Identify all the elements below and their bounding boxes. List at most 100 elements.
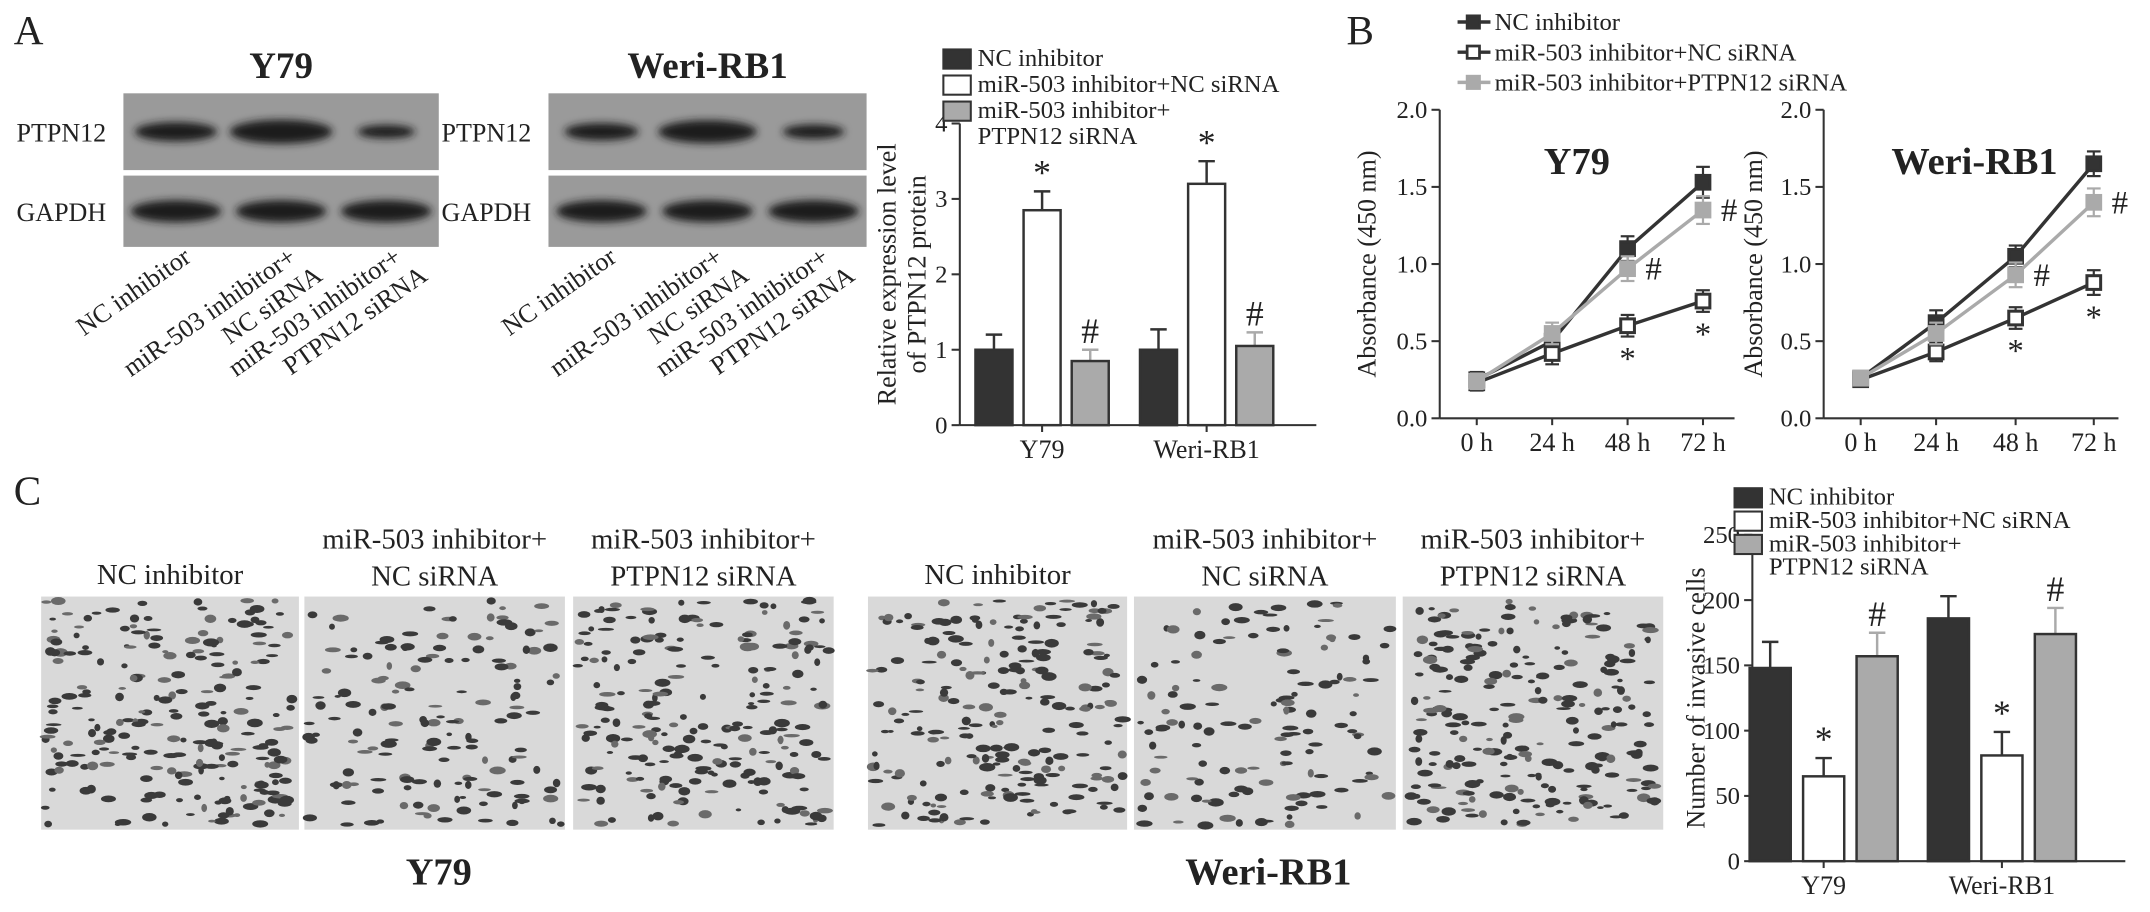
cell: [524, 628, 536, 637]
cell: [1482, 747, 1495, 755]
cell: [1332, 603, 1343, 608]
cell: [1415, 734, 1423, 743]
cell: [279, 777, 292, 784]
cell: [494, 718, 508, 724]
cell: [1502, 669, 1512, 678]
cell: [454, 781, 463, 786]
cell: [1452, 713, 1468, 721]
cell: [454, 795, 461, 803]
cell: [1415, 757, 1423, 766]
cell: [370, 778, 387, 782]
cell: [772, 643, 788, 649]
cell: [217, 717, 228, 726]
bar: [1855, 655, 1899, 863]
cell: [122, 718, 135, 723]
cell: [1504, 784, 1519, 793]
cell: [518, 799, 526, 805]
cell: [48, 787, 56, 792]
cell: [1572, 727, 1579, 734]
cell: [49, 649, 61, 657]
cell: [906, 794, 917, 801]
cell: [546, 679, 555, 686]
cell: [1540, 783, 1549, 789]
cell: [267, 748, 281, 757]
cell: [1584, 634, 1601, 639]
cell: [1413, 729, 1428, 736]
cell: [698, 810, 712, 819]
cell: [50, 747, 57, 753]
cell: [1137, 804, 1148, 812]
cell: [1249, 717, 1262, 724]
cell: [989, 619, 997, 625]
cell: [632, 649, 646, 656]
blot-title: Weri-RB1: [627, 46, 787, 87]
cell: [1633, 740, 1647, 748]
cell: [43, 727, 59, 734]
cell: [995, 756, 1010, 763]
cell: [198, 766, 204, 775]
cell: [1086, 642, 1103, 647]
cell: [486, 791, 503, 798]
cell: [1458, 801, 1469, 806]
cell: [54, 766, 64, 774]
cell: [659, 760, 669, 764]
cell: [1307, 768, 1314, 778]
panel-label: C: [14, 468, 41, 514]
cell: [770, 603, 777, 610]
cell: [214, 817, 229, 825]
cell: [114, 822, 121, 827]
point: [1619, 240, 1636, 257]
cell: [761, 610, 768, 615]
cell: [1201, 799, 1212, 803]
cell: [908, 710, 924, 713]
cell: [1516, 819, 1531, 826]
cell: [1564, 659, 1578, 667]
cell: [428, 704, 443, 708]
y-tick-label: 0.0: [1780, 406, 1811, 433]
cell: [1186, 777, 1199, 781]
cell: [1563, 768, 1575, 773]
cell: [1636, 623, 1651, 629]
legend-label: NC inhibitor: [1769, 484, 1894, 511]
line: [1475, 180, 1705, 382]
cell: [1191, 650, 1202, 659]
cell: [626, 777, 639, 782]
cell: [957, 727, 970, 730]
cell: [1203, 727, 1215, 736]
blot-row-label: PTPN12: [16, 118, 106, 147]
cell: [927, 736, 939, 743]
cell: [1034, 649, 1051, 655]
cell: [44, 820, 53, 828]
cell: [185, 651, 196, 659]
cell: [552, 673, 560, 679]
cell: [1003, 625, 1014, 629]
cell: [942, 630, 956, 636]
cell: [759, 691, 774, 696]
cell: [1505, 598, 1513, 605]
cell: [642, 634, 659, 640]
cell: [593, 682, 601, 689]
cell: [953, 819, 966, 826]
cell: [910, 731, 925, 736]
cell: [694, 769, 709, 775]
line: [1475, 208, 1705, 383]
cell: [919, 780, 927, 787]
cell: [201, 803, 208, 813]
cell: [642, 730, 657, 739]
cell: [1619, 658, 1636, 664]
cell: [1295, 800, 1308, 807]
cell: [86, 784, 96, 794]
cell: [763, 667, 777, 672]
cell: [798, 616, 810, 623]
cell: [1349, 711, 1357, 717]
cell: [329, 623, 335, 630]
cell: [171, 671, 186, 679]
cell: [1044, 638, 1059, 648]
x-tick-label: Y79: [1020, 435, 1065, 464]
cell: [1489, 791, 1504, 799]
point: [1694, 173, 1712, 191]
cell: [100, 795, 116, 803]
cell: [1470, 721, 1487, 727]
x-tick-label: 72 h: [1680, 428, 1726, 457]
cell: [509, 705, 525, 710]
